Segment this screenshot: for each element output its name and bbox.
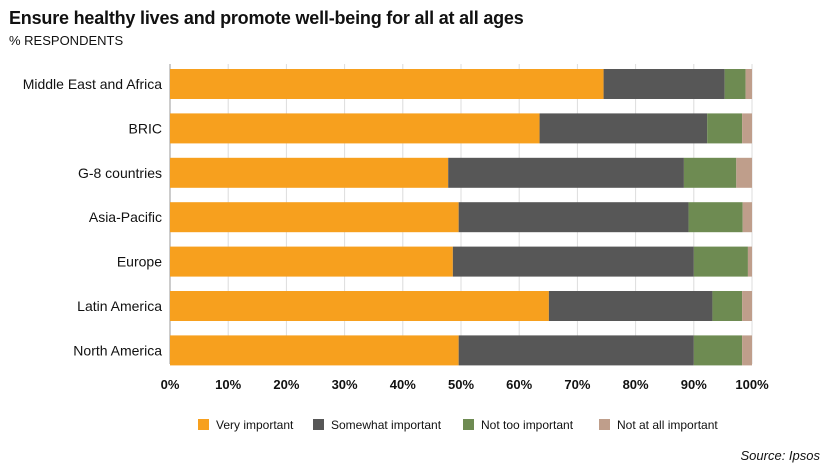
bar-asia-pacific-not-too-important: [688, 202, 743, 233]
bar-bric-very-important: [170, 113, 540, 144]
category-label: Asia-Pacific: [89, 209, 162, 225]
bar-bric-somewhat-important: [539, 113, 708, 144]
chart-title: Ensure healthy lives and promote well-be…: [9, 8, 524, 28]
legend-swatch-very-important: [198, 419, 209, 430]
category-label: Europe: [117, 254, 162, 270]
legend-label-somewhat-important: Somewhat important: [331, 418, 442, 432]
x-tick-label: 60%: [506, 377, 532, 392]
x-tick-label: 50%: [448, 377, 474, 392]
x-tick-label: 0%: [161, 377, 180, 392]
x-tick-label: 100%: [735, 377, 769, 392]
bar-north-america-somewhat-important: [458, 335, 694, 366]
bar-north-america-not-at-all-important: [742, 335, 752, 366]
x-tick-label: 90%: [681, 377, 707, 392]
bar-g-8-countries-not-too-important: [683, 157, 737, 188]
category-label: Middle East and Africa: [23, 76, 163, 92]
bar-europe-very-important: [170, 246, 453, 277]
category-labels: Middle East and Africa BRIC G-8 countries A…: [23, 76, 163, 358]
x-tick-label: 30%: [332, 377, 358, 392]
bar-latin-america-not-too-important: [712, 291, 743, 321]
x-tick-label: 20%: [273, 377, 299, 392]
bars: [170, 69, 752, 366]
bar-europe-not-at-all-important: [747, 246, 752, 277]
legend-label-very-important: Very important: [216, 418, 294, 432]
bar-middle-east-and-africa-not-at-all-important: [745, 69, 752, 99]
category-label: G-8 countries: [78, 165, 162, 181]
x-tick-label: 70%: [564, 377, 590, 392]
legend: Very important Somewhat important Not too …: [198, 418, 718, 432]
category-label: BRIC: [129, 120, 162, 136]
bar-latin-america-somewhat-important: [548, 291, 713, 321]
bar-bric-not-at-all-important: [742, 113, 752, 144]
x-tick-label: 10%: [215, 377, 241, 392]
bar-g-8-countries-not-at-all-important: [736, 157, 752, 188]
legend-label-not-too-important: Not too important: [481, 418, 574, 432]
bar-latin-america-not-at-all-important: [742, 291, 752, 321]
x-tick-label: 80%: [623, 377, 649, 392]
bar-asia-pacific-very-important: [170, 202, 459, 233]
bar-bric-not-too-important: [707, 113, 743, 144]
bar-middle-east-and-africa-somewhat-important: [603, 69, 725, 99]
bar-asia-pacific-not-at-all-important: [742, 202, 752, 233]
bar-latin-america-very-important: [170, 291, 549, 321]
bar-north-america-not-too-important: [693, 335, 743, 366]
category-label: Latin America: [77, 298, 162, 314]
category-label: North America: [73, 342, 162, 358]
bar-g-8-countries-very-important: [170, 157, 449, 188]
legend-swatch-somewhat-important: [313, 419, 324, 430]
x-tick-label: 40%: [390, 377, 416, 392]
bar-g-8-countries-somewhat-important: [448, 157, 684, 188]
bar-middle-east-and-africa-not-too-important: [724, 69, 746, 99]
legend-swatch-not-at-all-important: [599, 419, 610, 430]
source-note: Source: Ipsos: [740, 448, 821, 463]
bar-north-america-very-important: [170, 335, 459, 366]
bar-asia-pacific-somewhat-important: [458, 202, 689, 233]
legend-swatch-not-too-important: [463, 419, 474, 430]
bar-europe-somewhat-important: [452, 246, 694, 277]
x-tick-labels: 0% 10% 20% 30% 40% 50% 60% 70% 80% 90% 100%: [161, 377, 769, 392]
bar-middle-east-and-africa-very-important: [170, 69, 604, 99]
bar-europe-not-too-important: [693, 246, 748, 277]
chart-subtitle: % RESPONDENTS: [9, 33, 124, 48]
legend-label-not-at-all-important: Not at all important: [617, 418, 718, 432]
